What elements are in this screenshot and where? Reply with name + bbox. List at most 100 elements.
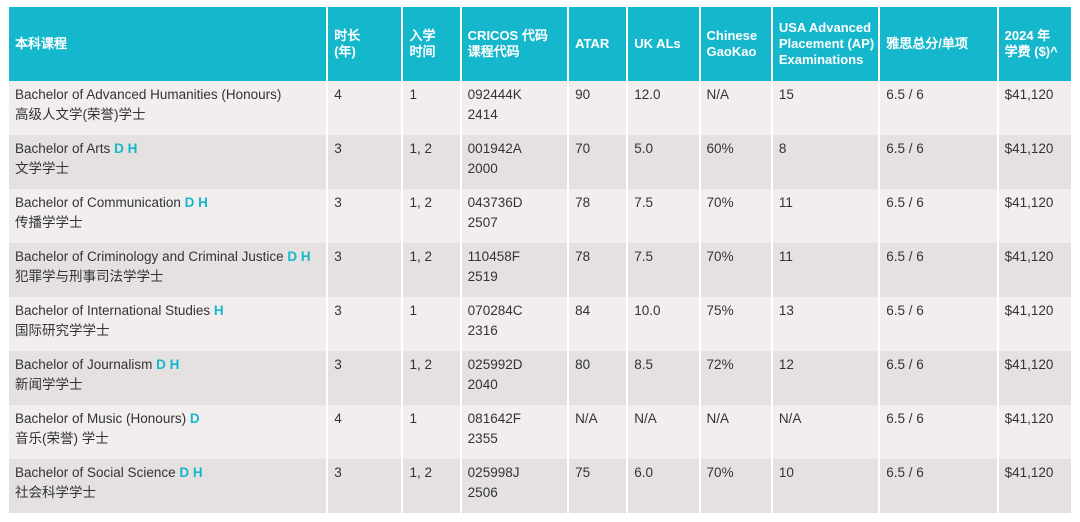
cell-cricos: 025992D 2040 [461, 351, 568, 405]
header-intake-line1: 入学 [409, 28, 436, 43]
header-fee-line2: 学费 ($)^ [1004, 44, 1058, 59]
cricos-code: 110458F [467, 249, 520, 264]
cell-fee: $41,120 [998, 459, 1071, 513]
cell-ap: 10 [772, 459, 879, 513]
cell-course: Bachelor of Social Science D H 社会科学学士 [9, 459, 327, 513]
cell-ukals: 6.0 [628, 459, 699, 513]
cell-gaokao: N/A [700, 81, 771, 135]
cell-intake: 1, 2 [403, 135, 460, 189]
cell-gaokao: 60% [700, 135, 771, 189]
table-header: 本科课程 时长 (年) 入学 时间 CRICOS 代码 课程代码 ATAR UK AL… [9, 7, 1071, 81]
cell-ielts: 6.5 / 6 [880, 459, 997, 513]
cell-fee: $41,120 [998, 243, 1071, 297]
course-table: 本科课程 时长 (年) 入学 时间 CRICOS 代码 课程代码 ATAR UK AL… [7, 7, 1073, 513]
course-flags: D H [114, 141, 138, 156]
cell-atar: 80 [569, 351, 627, 405]
cell-ielts: 6.5 / 6 [880, 243, 997, 297]
cell-ukals: 7.5 [628, 189, 699, 243]
cell-ukals: 10.0 [628, 297, 699, 351]
header-ap: USA Advanced Placement (AP) Examinations [772, 7, 879, 81]
cell-course: Bachelor of Journalism D H 新闻学学士 [9, 351, 327, 405]
course-code: 2414 [467, 107, 498, 122]
cell-fee: $41,120 [998, 81, 1071, 135]
course-name-en: Bachelor of Advanced Humanities (Honours… [15, 87, 282, 102]
cell-intake: 1, 2 [403, 243, 460, 297]
course-code: 2506 [467, 485, 498, 500]
header-ielts: 雅思总分/单项 [880, 7, 997, 81]
header-course-label: 本科课程 [15, 36, 68, 51]
course-name-cn: 传播学学士 [15, 215, 83, 230]
course-flags: D H [287, 249, 311, 264]
cell-fee: $41,120 [998, 135, 1071, 189]
course-name-en: Bachelor of Music (Honours) [15, 411, 187, 426]
cell-ukals: N/A [628, 405, 699, 459]
cell-atar: 90 [569, 81, 627, 135]
cell-duration: 4 [328, 405, 402, 459]
cell-fee: $41,120 [998, 351, 1071, 405]
cell-course: Bachelor of Criminology and Criminal Jus… [9, 243, 327, 297]
cricos-code: 070284C [467, 303, 523, 318]
cell-ap: 12 [772, 351, 879, 405]
cell-atar: 84 [569, 297, 627, 351]
course-flags: H [213, 303, 224, 318]
table-row: Bachelor of Criminology and Criminal Jus… [9, 243, 1071, 297]
header-atar: ATAR [569, 7, 627, 81]
header-ielts-label: 雅思总分/单项 [886, 36, 968, 51]
cell-intake: 1 [403, 81, 460, 135]
cell-ielts: 6.5 / 6 [880, 81, 997, 135]
cell-ap: N/A [772, 405, 879, 459]
cell-intake: 1, 2 [403, 459, 460, 513]
cell-ielts: 6.5 / 6 [880, 405, 997, 459]
cell-cricos: 110458F 2519 [461, 243, 568, 297]
cell-cricos: 092444K 2414 [461, 81, 568, 135]
cell-atar: 78 [569, 243, 627, 297]
cell-intake: 1, 2 [403, 351, 460, 405]
cell-duration: 3 [328, 189, 402, 243]
cell-ukals: 12.0 [628, 81, 699, 135]
cricos-code: 025992D [467, 357, 523, 372]
cell-ap: 11 [772, 189, 879, 243]
cell-gaokao: 75% [700, 297, 771, 351]
header-gaokao: Chinese GaoKao [700, 7, 771, 81]
cell-cricos: 043736D 2507 [461, 189, 568, 243]
course-name-cn: 国际研究学学士 [15, 323, 110, 338]
header-ap-line1: USA Advanced [778, 20, 872, 35]
cell-ap: 13 [772, 297, 879, 351]
course-flags: D H [156, 357, 180, 372]
cell-atar: N/A [569, 405, 627, 459]
header-intake: 入学 时间 [403, 7, 460, 81]
cell-course: Bachelor of Advanced Humanities (Honours… [9, 81, 327, 135]
cell-gaokao: 72% [700, 351, 771, 405]
cell-ukals: 7.5 [628, 243, 699, 297]
cell-gaokao: 70% [700, 189, 771, 243]
header-cricos-line1: CRICOS 代码 [467, 28, 548, 43]
course-name-en: Bachelor of Arts [15, 141, 111, 156]
course-flags: D H [184, 195, 208, 210]
cricos-code: 025998J [467, 465, 520, 480]
cell-gaokao: N/A [700, 405, 771, 459]
header-duration: 时长 (年) [328, 7, 402, 81]
course-flags: D [189, 411, 200, 426]
cell-cricos: 001942A 2000 [461, 135, 568, 189]
cell-duration: 3 [328, 459, 402, 513]
course-name-en: Bachelor of International Studies [15, 303, 211, 318]
cell-ielts: 6.5 / 6 [880, 297, 997, 351]
header-ukals: UK ALs [628, 7, 699, 81]
header-ukals-label: UK ALs [634, 36, 681, 51]
cell-duration: 3 [328, 243, 402, 297]
cell-course: Bachelor of International Studies H 国际研究学… [9, 297, 327, 351]
table-row: Bachelor of International Studies H 国际研究学… [9, 297, 1071, 351]
cell-cricos: 081642F 2355 [461, 405, 568, 459]
cell-course: Bachelor of Arts D H 文学学士 [9, 135, 327, 189]
cell-course: Bachelor of Communication D H 传播学学士 [9, 189, 327, 243]
course-code: 2316 [467, 323, 498, 338]
cell-ukals: 5.0 [628, 135, 699, 189]
header-fee-line1: 2024 年 [1004, 28, 1051, 43]
table-row: Bachelor of Music (Honours) D 音乐(荣誉) 学士 4 1… [9, 405, 1071, 459]
cell-ukals: 8.5 [628, 351, 699, 405]
cell-fee: $41,120 [998, 297, 1071, 351]
header-ap-line2: Placement (AP) [778, 36, 875, 51]
cell-ielts: 6.5 / 6 [880, 135, 997, 189]
cell-ielts: 6.5 / 6 [880, 351, 997, 405]
